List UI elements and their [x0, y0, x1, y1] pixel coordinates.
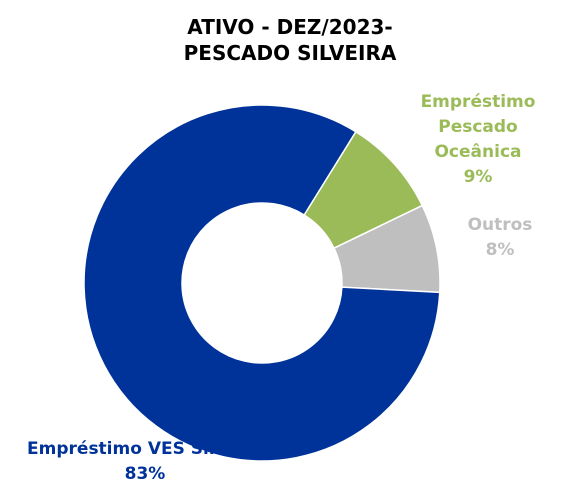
slice-label: Empréstimo VES Silveira 83%	[0, 437, 295, 487]
slice-label: Outros 8%	[455, 213, 545, 263]
category-label: Empréstimo Pescado Oceânica	[420, 92, 536, 162]
category-label: Empréstimo VES Silveira	[27, 439, 263, 459]
value-label: 83%	[124, 464, 166, 484]
donut-slice	[83, 104, 441, 462]
slice-label: Empréstimo Pescado Oceânica 9%	[378, 90, 576, 190]
value-label: 9%	[463, 167, 493, 187]
category-label: Outros	[467, 215, 533, 235]
chart-title: ATIVO - DEZ/2023- PESCADO SILVEIRA	[183, 15, 397, 65]
value-label: 8%	[485, 240, 515, 260]
